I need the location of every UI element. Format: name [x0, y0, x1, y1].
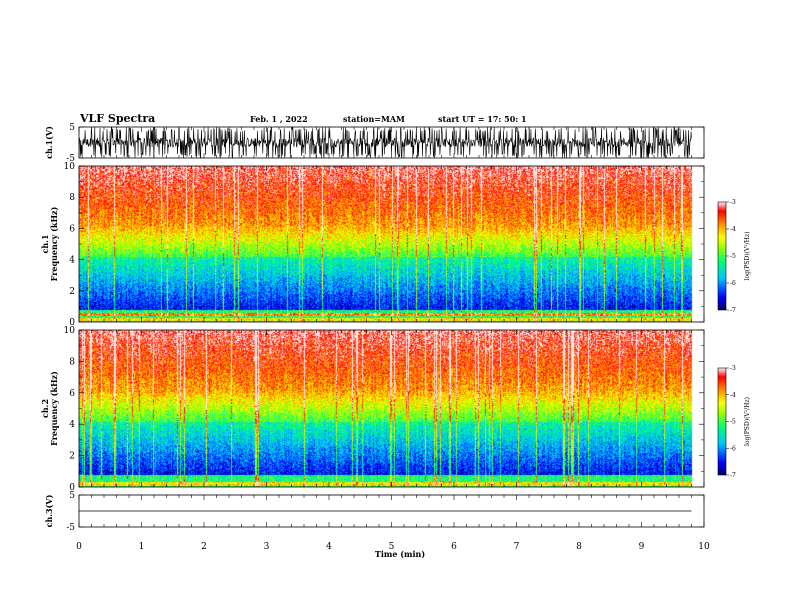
station-label: station=MAM [343, 114, 405, 124]
spectrogram-image [79, 330, 704, 487]
colorbar-tick-label: -7 [730, 307, 736, 314]
x-tick-label: 6 [451, 542, 457, 552]
y-tick-label: -5 [66, 154, 75, 164]
figure-date: Feb. 1 , 2022 [250, 114, 308, 124]
ch1-waveform-line [78, 126, 692, 159]
colorbar-tick-label: -6 [730, 445, 736, 452]
y-tick-label: 5 [69, 123, 75, 133]
colorbar-tick-label: -3 [730, 199, 736, 206]
colorbar-label: log(PSD)(V²/Hz) [744, 232, 751, 281]
x-tick-label: 9 [639, 542, 645, 552]
y-axis-label: ch.1 [40, 234, 50, 253]
x-tick-label: 0 [76, 542, 82, 552]
x-tick-label: 8 [576, 542, 582, 552]
x-tick-label: 4 [326, 542, 332, 552]
colorbar-gradient [718, 202, 726, 310]
x-axis-label: Time (min) [375, 549, 425, 559]
colorbar-tick-label: -5 [730, 419, 736, 426]
y-tick-label: 2 [69, 287, 75, 297]
start-time-label: start UT = 17: 50: 1 [438, 114, 527, 124]
x-tick-label: 5 [389, 542, 395, 552]
ch2-spectrogram-panel: 10 8 6 4 2 0 ch.2 Frequency (kHz) [40, 326, 705, 493]
ch1-waveform-panel: 5 -5 ch.1(V) [44, 123, 705, 164]
y-tick-label: 8 [69, 193, 75, 203]
y-tick-label: 5 [69, 491, 75, 501]
y-tick-label: 10 [64, 326, 76, 336]
x-tick-label: 3 [264, 542, 270, 552]
spectrogram-image [79, 166, 704, 322]
ch3-waveform-panel: 5 -5 ch.3(V) 0 1 2 3 4 5 6 7 8 9 10 [44, 491, 710, 552]
x-tick-label: 7 [514, 542, 520, 552]
x-tick-label: 10 [698, 542, 710, 552]
y-axis-label: ch.1(V) [44, 126, 54, 159]
y-tick-label: 4 [69, 420, 75, 430]
colorbar-tick-label: -5 [730, 253, 736, 260]
colorbar-tick-label: -4 [730, 392, 736, 399]
y-tick-label: 8 [69, 357, 75, 367]
y-tick-label: 0 [69, 483, 75, 493]
y-tick-label: 4 [69, 256, 75, 266]
colorbar-tick-label: -6 [730, 280, 736, 287]
y-axis-label: Frequency (kHz) [49, 371, 59, 446]
ch1-colorbar: -3 -4 -5 -6 -7 log(PSD)(V²/Hz) [717, 199, 751, 314]
y-axis-label: ch.2 [40, 399, 50, 418]
y-tick-label: 0 [69, 318, 75, 328]
y-tick-label: -5 [66, 523, 75, 533]
y-axis-label: ch.3(V) [44, 494, 54, 527]
y-tick-label: 2 [69, 452, 75, 462]
x-tick-label: 1 [139, 542, 145, 552]
colorbar-tick-label: -3 [730, 365, 736, 372]
figure-title: VLF Spectra [79, 112, 155, 125]
colorbar-gradient [718, 368, 726, 475]
y-tick-label: 6 [69, 224, 75, 234]
ch1-spectrogram-panel: 10 8 6 4 2 0 ch.1 Frequency (kHz) [40, 162, 705, 328]
colorbar-tick-label: -4 [730, 226, 736, 233]
y-tick-label: 6 [69, 389, 75, 399]
colorbar-label: log(PSD)(V²/Hz) [744, 397, 751, 446]
y-tick-label: 10 [64, 162, 76, 172]
ch2-colorbar: -3 -4 -5 -6 -7 log(PSD)(V²/Hz) [717, 365, 751, 479]
x-tick-label: 2 [201, 542, 207, 552]
y-axis-label: Frequency (kHz) [49, 206, 59, 281]
colorbar-tick-label: -7 [730, 472, 736, 479]
